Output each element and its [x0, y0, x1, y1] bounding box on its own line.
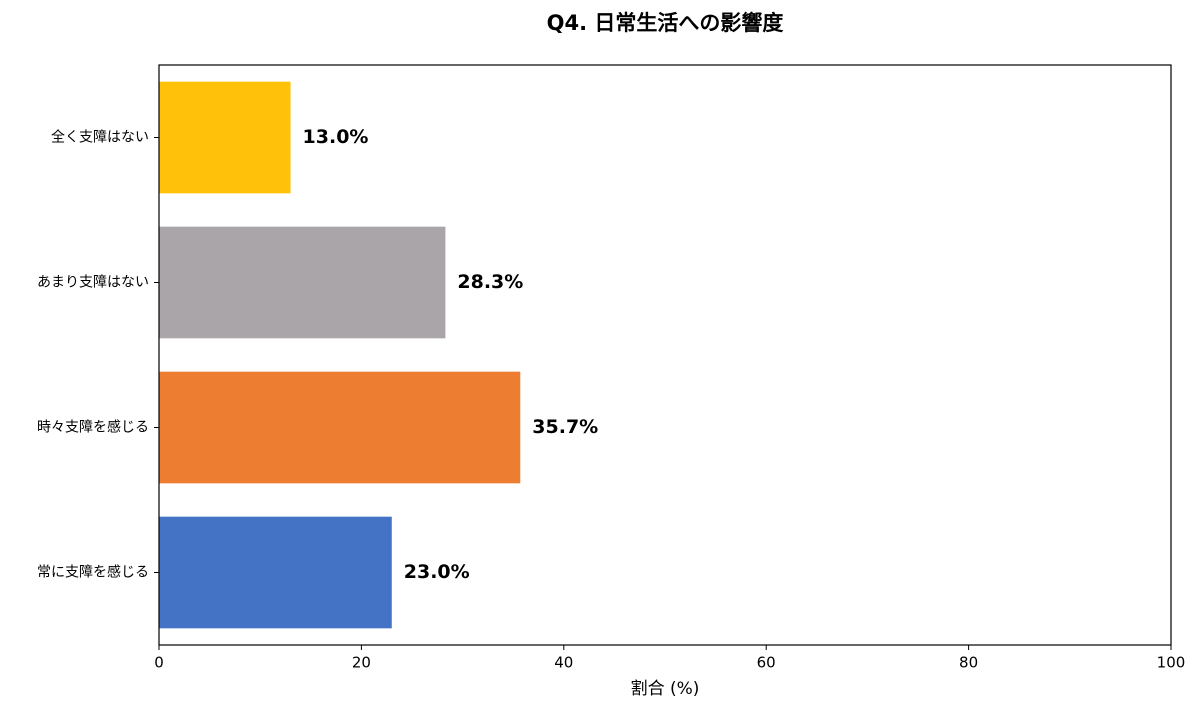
chart-title: Q4. 日常生活への影響度 — [547, 11, 784, 35]
x-tick-label: 20 — [352, 654, 371, 672]
x-tick-label: 0 — [154, 654, 164, 672]
value-label: 23.0% — [404, 561, 470, 583]
y-tick-label: 常に支障を感じる — [37, 564, 149, 581]
x-tick-label: 100 — [1157, 654, 1186, 672]
y-tick-label: 全く支障はない — [51, 129, 149, 146]
value-label: 35.7% — [532, 416, 598, 438]
bar — [159, 226, 446, 339]
x-tick-label: 80 — [959, 654, 978, 672]
plot-frame — [158, 64, 1172, 646]
bar — [159, 81, 291, 194]
x-tick-label: 60 — [757, 654, 776, 672]
x-axis-label: 割合 (%) — [631, 679, 700, 699]
y-tick-label: 時々支障を感じる — [37, 419, 149, 436]
x-tick-label: 40 — [554, 654, 573, 672]
bar — [159, 516, 392, 629]
value-label: 13.0% — [303, 126, 369, 148]
value-label: 28.3% — [457, 271, 523, 293]
y-tick-label: あまり支障はない — [37, 275, 149, 291]
bar — [159, 371, 521, 484]
